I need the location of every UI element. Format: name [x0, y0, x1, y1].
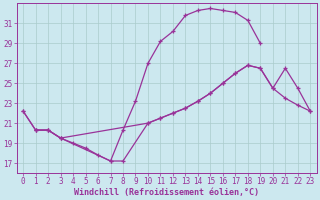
X-axis label: Windchill (Refroidissement éolien,°C): Windchill (Refroidissement éolien,°C): [74, 188, 259, 197]
